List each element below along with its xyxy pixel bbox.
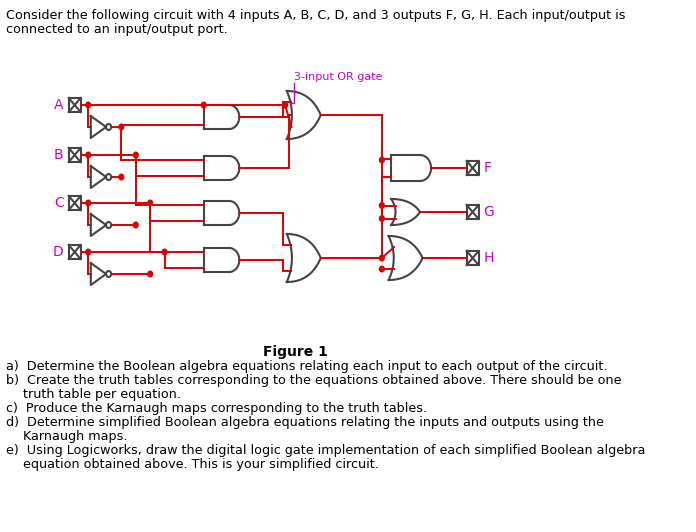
Circle shape [134, 152, 138, 158]
Text: connected to an input/output port.: connected to an input/output port. [6, 23, 228, 36]
Text: d)  Determine simplified Boolean algebra equations relating the inputs and outpu: d) Determine simplified Boolean algebra … [6, 416, 604, 429]
Circle shape [201, 102, 206, 108]
Text: equation obtained above. This is your simplified circuit.: equation obtained above. This is your si… [23, 458, 379, 471]
Circle shape [379, 266, 384, 272]
Circle shape [106, 222, 111, 228]
Circle shape [86, 102, 90, 108]
Text: H: H [484, 251, 494, 265]
Text: B: B [54, 148, 63, 162]
Text: G: G [484, 205, 494, 219]
Circle shape [106, 124, 111, 130]
Circle shape [119, 124, 124, 130]
Text: b)  Create the truth tables corresponding to the equations obtained above. There: b) Create the truth tables corresponding… [6, 374, 622, 387]
Text: A: A [54, 98, 63, 112]
Text: truth table per equation.: truth table per equation. [23, 388, 181, 401]
Text: a)  Determine the Boolean algebra equations relating each input to each output o: a) Determine the Boolean algebra equatio… [6, 360, 608, 373]
Circle shape [379, 215, 384, 221]
Circle shape [379, 157, 384, 163]
Circle shape [86, 200, 90, 206]
Circle shape [86, 152, 90, 158]
Circle shape [86, 249, 90, 255]
Circle shape [134, 222, 138, 228]
Circle shape [379, 203, 384, 209]
Text: Consider the following circuit with 4 inputs A, B, C, D, and 3 outputs F, G, H. : Consider the following circuit with 4 in… [6, 9, 626, 22]
Text: c)  Produce the Karnaugh maps corresponding to the truth tables.: c) Produce the Karnaugh maps correspondi… [6, 402, 427, 415]
Circle shape [148, 271, 152, 277]
Text: F: F [484, 161, 491, 175]
Text: Karnaugh maps.: Karnaugh maps. [23, 430, 127, 443]
Circle shape [162, 249, 167, 255]
Text: 3-input OR gate: 3-input OR gate [294, 72, 382, 82]
Circle shape [379, 255, 384, 261]
Circle shape [148, 200, 152, 206]
Text: C: C [54, 196, 63, 210]
Text: Figure 1: Figure 1 [263, 345, 328, 359]
Text: D: D [53, 245, 63, 259]
Circle shape [119, 174, 124, 180]
Circle shape [283, 102, 287, 108]
Circle shape [106, 174, 111, 180]
Text: e)  Using Logicworks, draw the digital logic gate implementation of each simplif: e) Using Logicworks, draw the digital lo… [6, 444, 645, 457]
Circle shape [106, 271, 111, 277]
